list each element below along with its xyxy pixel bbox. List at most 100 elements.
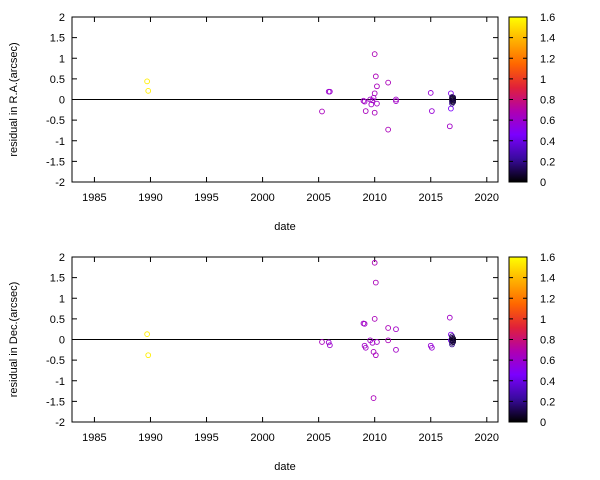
y-tick-label: -1.5 (46, 156, 65, 168)
x-tick-label: 2005 (306, 432, 330, 444)
data-point (319, 108, 325, 115)
data-point (372, 279, 379, 286)
data-point (360, 97, 367, 104)
data-point (325, 339, 332, 346)
y-tick-label: -1 (55, 136, 65, 148)
data-point (429, 108, 435, 114)
data-point (450, 337, 457, 344)
y-tick-label: 1 (59, 293, 65, 305)
colorbar-tick-label: 0.8 (540, 95, 555, 107)
colorbar-tick-label: 1.6 (540, 252, 555, 264)
y-tick-label: 1.5 (50, 273, 65, 285)
data-point (144, 331, 150, 337)
y-tick-label: 0.5 (50, 314, 65, 326)
y-tick-label: -0.5 (46, 115, 65, 127)
data-point (393, 98, 399, 105)
x-tick-label: 2000 (250, 432, 274, 444)
x-tick-label: 2000 (250, 192, 274, 204)
data-point (374, 100, 380, 107)
data-point (144, 78, 150, 85)
data-point (427, 90, 434, 96)
x-tick-label: 2010 (362, 192, 386, 204)
y-axis-label: residual in Dec.(arcsec) (8, 282, 20, 398)
data-point (448, 105, 454, 112)
data-point (450, 339, 457, 345)
data-point (145, 352, 152, 359)
data-point (326, 88, 333, 95)
colorbar-tick-label: 1.6 (540, 12, 555, 24)
colorbar-tick-label: 1.2 (540, 293, 555, 305)
data-point (393, 326, 399, 333)
y-tick-label: 1.5 (50, 33, 65, 45)
colorbar-tick-label: 0.8 (540, 335, 555, 347)
data-point (446, 123, 453, 130)
data-point (362, 344, 369, 351)
data-point (450, 97, 457, 104)
chart-panel-1: -2 -1.5 -1 -0.5 0 0.5 1 1.5 2 1985 1990 1995 2000 200… (8, 12, 555, 233)
data-point (372, 73, 379, 80)
data-point (361, 98, 368, 105)
data-point (385, 79, 391, 86)
colorbar-tick-label: 1 (540, 74, 546, 86)
data-point (371, 316, 378, 322)
x-tick-label: 1990 (138, 192, 162, 204)
x-tick-label: 1995 (194, 432, 218, 444)
data-point (319, 339, 325, 345)
colorbar-tick-label: 0.2 (540, 156, 555, 168)
x-tick-label: 2015 (418, 432, 442, 444)
data-point (385, 126, 391, 133)
y-tick-label: 0.5 (50, 74, 65, 86)
data-point (361, 320, 368, 327)
y-tick-label: 1 (59, 53, 65, 65)
y-tick-label: 2 (59, 252, 65, 264)
data-point (371, 109, 378, 116)
y-axis-label: residual in R.A.(arcsec) (8, 42, 20, 156)
colorbar-tick-label: 1.2 (540, 53, 555, 65)
x-tick-label: 2020 (475, 432, 499, 444)
x-tick-label: 2010 (362, 432, 386, 444)
colorbar-tick-label: 0 (540, 417, 546, 429)
colorbar-tick-label: 0.6 (540, 355, 555, 367)
data-point (385, 337, 391, 344)
data-point (370, 395, 377, 401)
data-point (371, 259, 378, 266)
x-tick-label: 2020 (475, 192, 499, 204)
data-point (371, 51, 378, 57)
y-tick-label: -1.5 (46, 396, 65, 408)
data-point (362, 108, 369, 114)
colorbar-tick-label: 1 (540, 314, 546, 326)
data-point (374, 339, 380, 345)
data-point (371, 90, 378, 97)
y-tick-label: -2 (55, 417, 65, 429)
colorbar-tick-label: 1.4 (540, 33, 555, 45)
colorbar-tick-label: 0 (540, 177, 546, 189)
x-tick-label: 2015 (418, 192, 442, 204)
data-point (385, 325, 391, 331)
x-axis-label: date (274, 221, 295, 233)
x-axis-label: date (274, 461, 295, 473)
data-point (393, 96, 399, 103)
data-point (450, 94, 457, 101)
data-point (429, 344, 435, 351)
colorbar-tick-label: 0.6 (540, 115, 555, 127)
colorbar-tick-label: 0.4 (540, 376, 555, 388)
data-point (372, 352, 379, 359)
data-point (450, 335, 457, 342)
colorbar-tick-label: 0.4 (540, 136, 555, 148)
x-tick-label: 1985 (82, 192, 106, 204)
x-tick-label: 1990 (138, 432, 162, 444)
y-tick-label: -1 (55, 376, 65, 388)
x-tick-label: 1995 (194, 192, 218, 204)
colorbar-tick-label: 0.2 (540, 396, 555, 408)
data-point (374, 83, 380, 90)
x-tick-label: 1985 (82, 432, 106, 444)
data-point (326, 342, 333, 349)
y-tick-label: 0 (59, 95, 65, 107)
chart-panel-2: -2 -1.5 -1 -0.5 0 0.5 1 1.5 2 1985 1990 1995 2000 200… (8, 252, 555, 473)
y-tick-label: -0.5 (46, 355, 65, 367)
data-point (393, 346, 399, 353)
x-tick-label: 2005 (306, 192, 330, 204)
y-tick-label: 2 (59, 12, 65, 24)
data-point (446, 314, 453, 321)
